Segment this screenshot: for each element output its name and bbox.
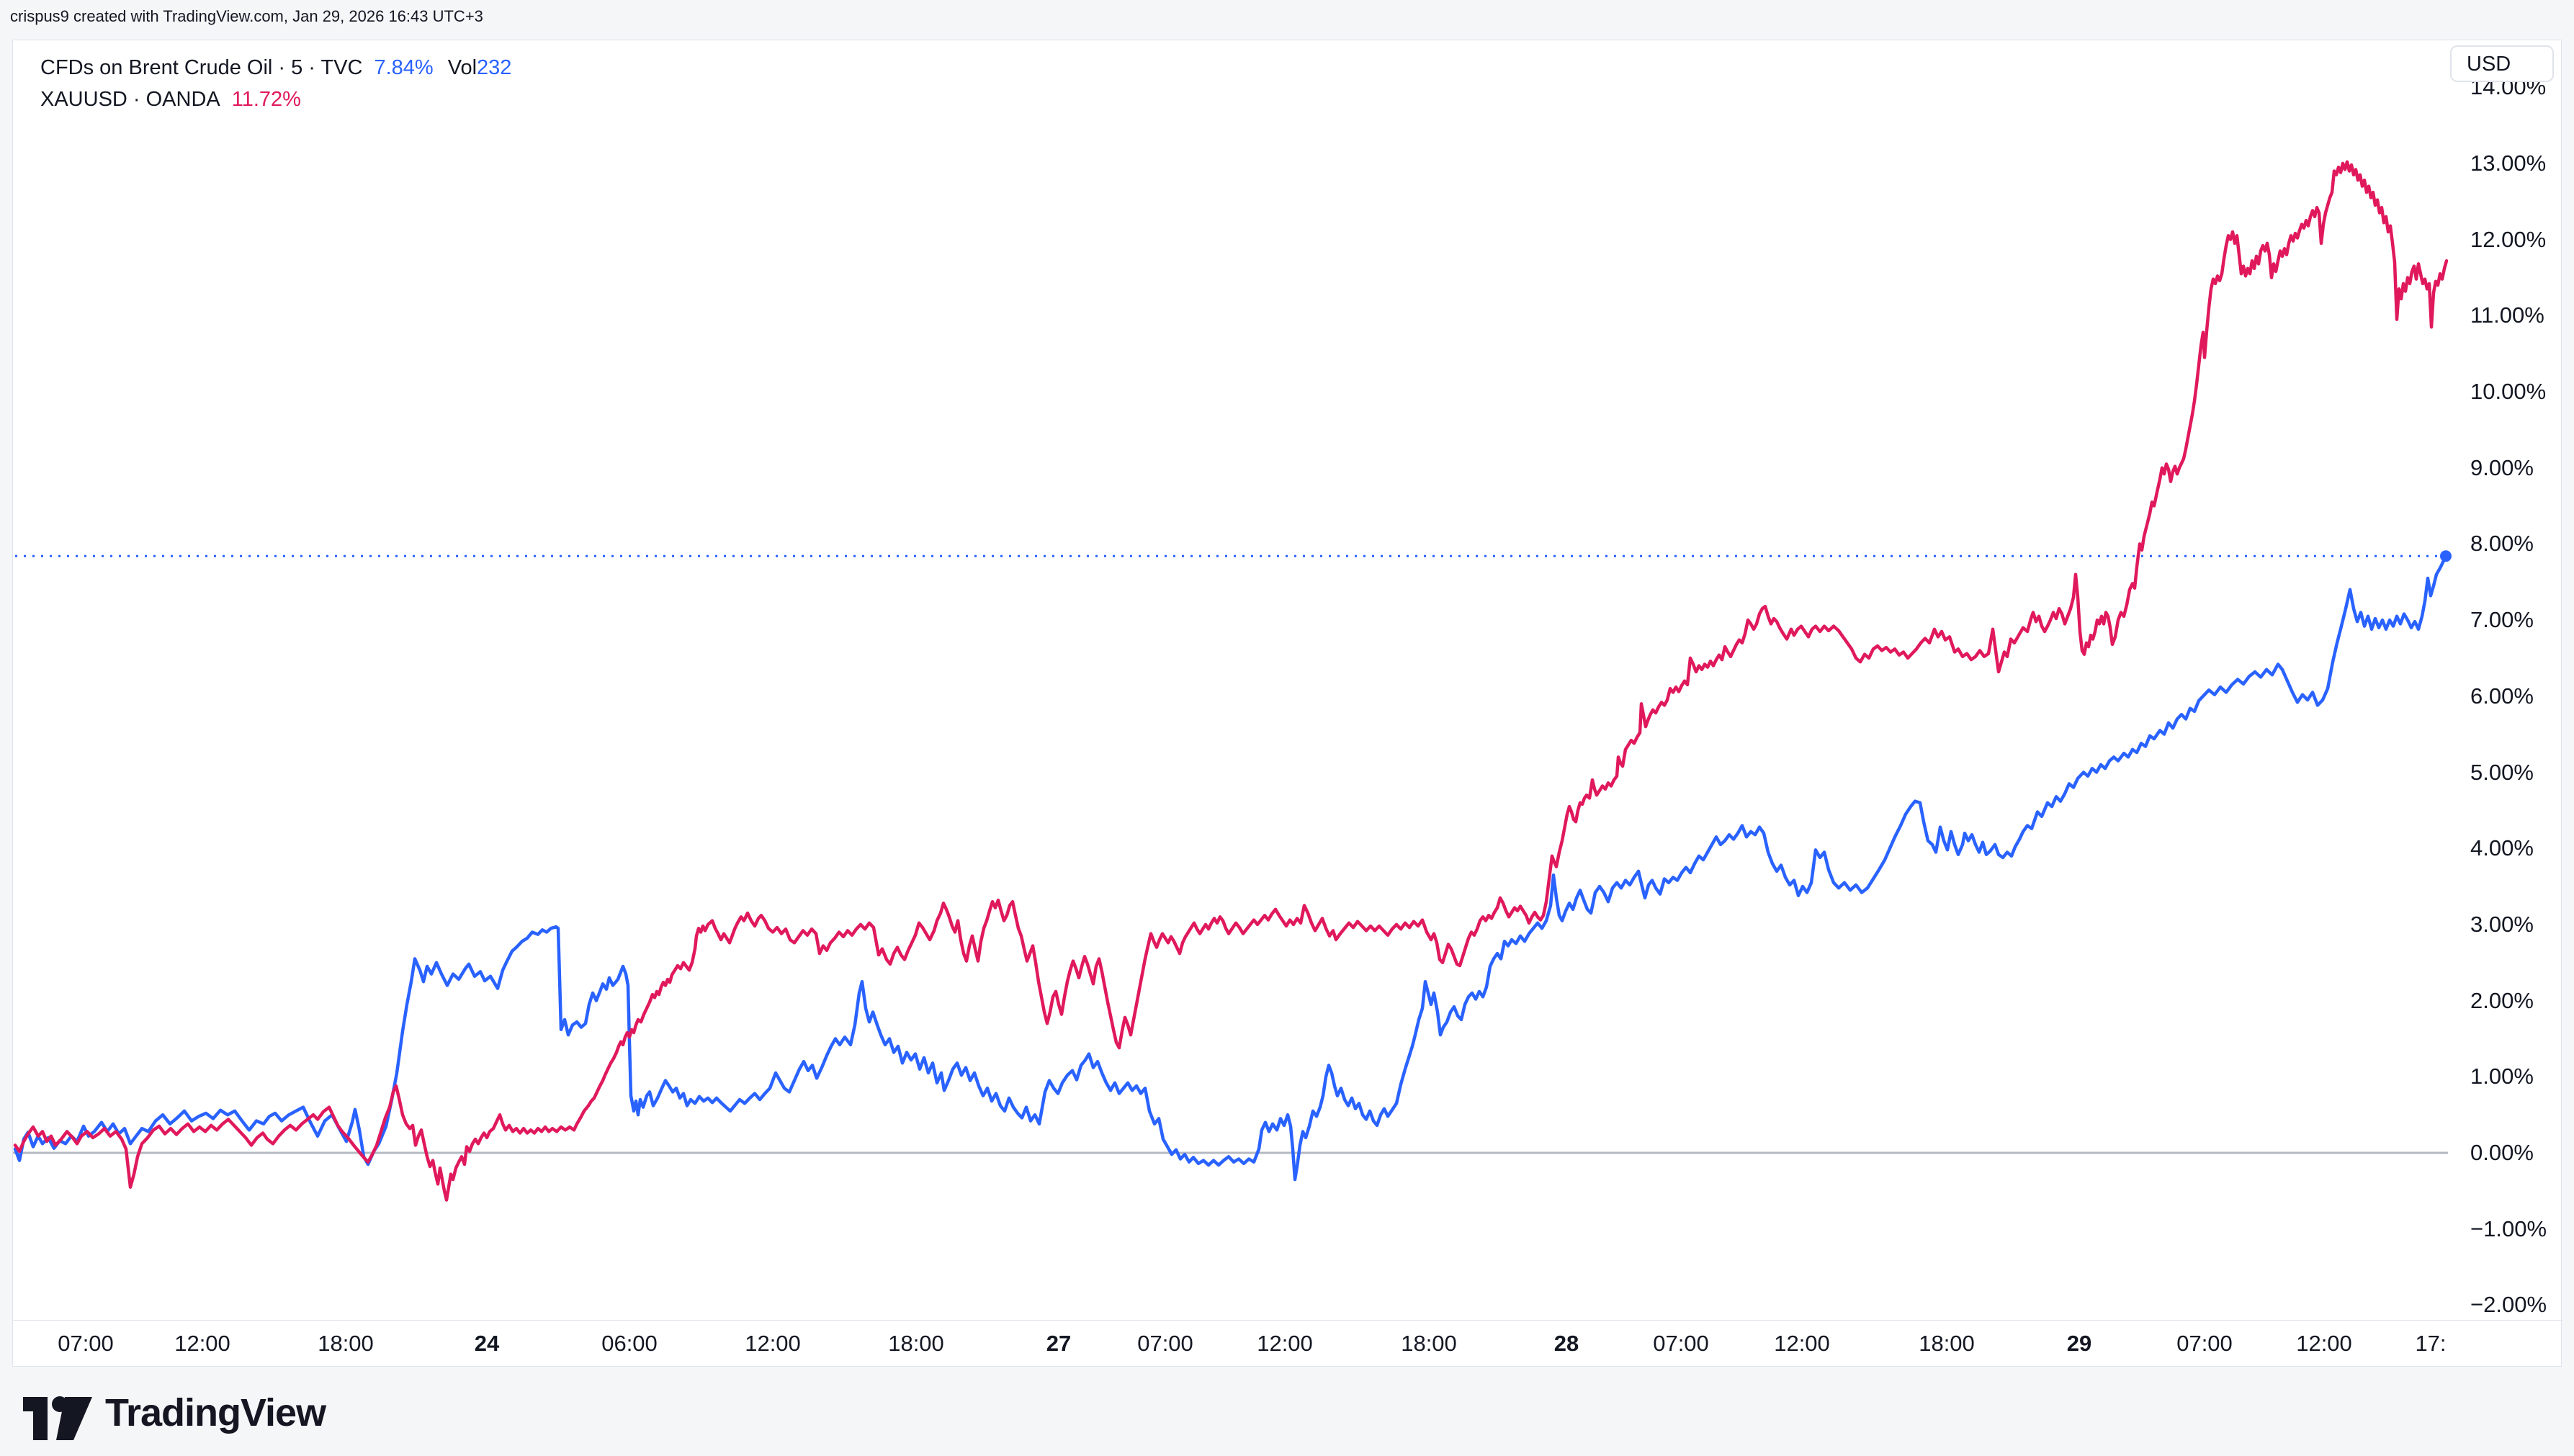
price-tick-label: 4.00%	[2470, 835, 2534, 861]
time-tick-label: 07:00	[2176, 1331, 2233, 1356]
time-tick-day-label: 27	[1046, 1331, 1072, 1356]
price-axis[interactable]: 14.00% 13.00% 12.00% 11.00% 10.00% 9.00% 8.00%…	[2459, 40, 2562, 1320]
time-tick-label: 07:00	[1137, 1331, 1193, 1356]
price-tick-label: −2.00%	[2470, 1292, 2547, 1318]
time-tick-label: 12:00	[174, 1331, 230, 1356]
time-tick-label: 07:00	[1653, 1331, 1709, 1356]
chart-widget[interactable]: CFDs on Brent Crude Oil · 5 · TVC 7.84% Vo…	[12, 40, 2562, 1367]
price-tick-label: 1.00%	[2470, 1064, 2534, 1089]
price-tick-label: 8.00%	[2470, 531, 2534, 557]
legend-symbol-xauusd[interactable]: XAUUSD · OANDA	[40, 88, 220, 111]
price-tick-label: 0.00%	[2470, 1140, 2534, 1165]
time-tick-label: 06:00	[601, 1331, 658, 1356]
legend-change-brent: 7.84%	[374, 56, 434, 79]
series-line-xauusd[interactable]	[13, 160, 2449, 1202]
time-tick-day-label: 28	[1553, 1331, 1579, 1356]
price-tick-label: 2.00%	[2470, 987, 2534, 1013]
price-tick-label: 7.00%	[2470, 607, 2534, 633]
time-tick-label: 12:00	[2296, 1331, 2352, 1356]
currency-usd-button[interactable]: USD	[2450, 45, 2554, 82]
price-tick-label: 11.00%	[2470, 302, 2544, 328]
price-tick-label: 13.00%	[2470, 150, 2547, 176]
price-tick-label: 12.00%	[2470, 226, 2547, 252]
tradingview-logo-text: TradingView	[105, 1391, 326, 1434]
legend-row-brent[interactable]: CFDs on Brent Crude Oil · 5 · TVC 7.84% Vo…	[40, 52, 511, 84]
chart-legend: CFDs on Brent Crude Oil · 5 · TVC 7.84% Vo…	[40, 52, 511, 115]
legend-row-xauusd[interactable]: XAUUSD · OANDA 11.72%	[40, 84, 511, 115]
tradingview-logo-icon	[23, 1396, 92, 1440]
time-tick-day-label: 29	[2066, 1331, 2092, 1356]
price-tick-label: 3.00%	[2470, 911, 2534, 937]
time-tick-label: 18:00	[1919, 1331, 1975, 1356]
time-tick-label: 12:00	[1774, 1331, 1830, 1356]
price-tick-label: 9.00%	[2470, 454, 2534, 480]
time-tick-label: 18:00	[888, 1331, 944, 1356]
legend-symbol-brent[interactable]: CFDs on Brent Crude Oil · 5 · TVC	[40, 56, 363, 79]
price-tick-label: −1.00%	[2470, 1215, 2547, 1241]
price-chart-canvas[interactable]	[13, 40, 2562, 1320]
tradingview-logo[interactable]: TradingView	[22, 1384, 326, 1442]
legend-vol-label: Vol	[447, 56, 477, 79]
legend-change-xauusd: 11.72%	[231, 88, 301, 111]
price-tick-label: 5.00%	[2470, 759, 2534, 785]
time-tick-label: 12:00	[1257, 1331, 1313, 1356]
price-tick-label: 10.00%	[2470, 379, 2547, 404]
series-line-brent[interactable]	[13, 554, 2448, 1182]
time-axis[interactable]: 07:00 12:00 18:00 24 06:00 12:00 18:00 27 07:00 1…	[13, 1320, 2562, 1367]
time-tick-label: 17:	[2415, 1331, 2447, 1356]
price-tick-label: 6.00%	[2470, 683, 2534, 709]
time-tick-label: 18:00	[1401, 1331, 1457, 1356]
current-price-dot	[2440, 550, 2452, 562]
time-tick-day-label: 24	[474, 1331, 500, 1356]
time-tick-label: 12:00	[745, 1331, 801, 1356]
time-tick-label: 18:00	[318, 1331, 374, 1356]
time-tick-label: 07:00	[58, 1331, 114, 1356]
legend-vol-value: 232	[477, 56, 512, 79]
attribution-note: crispus9 created with TradingView.com, J…	[10, 7, 483, 25]
